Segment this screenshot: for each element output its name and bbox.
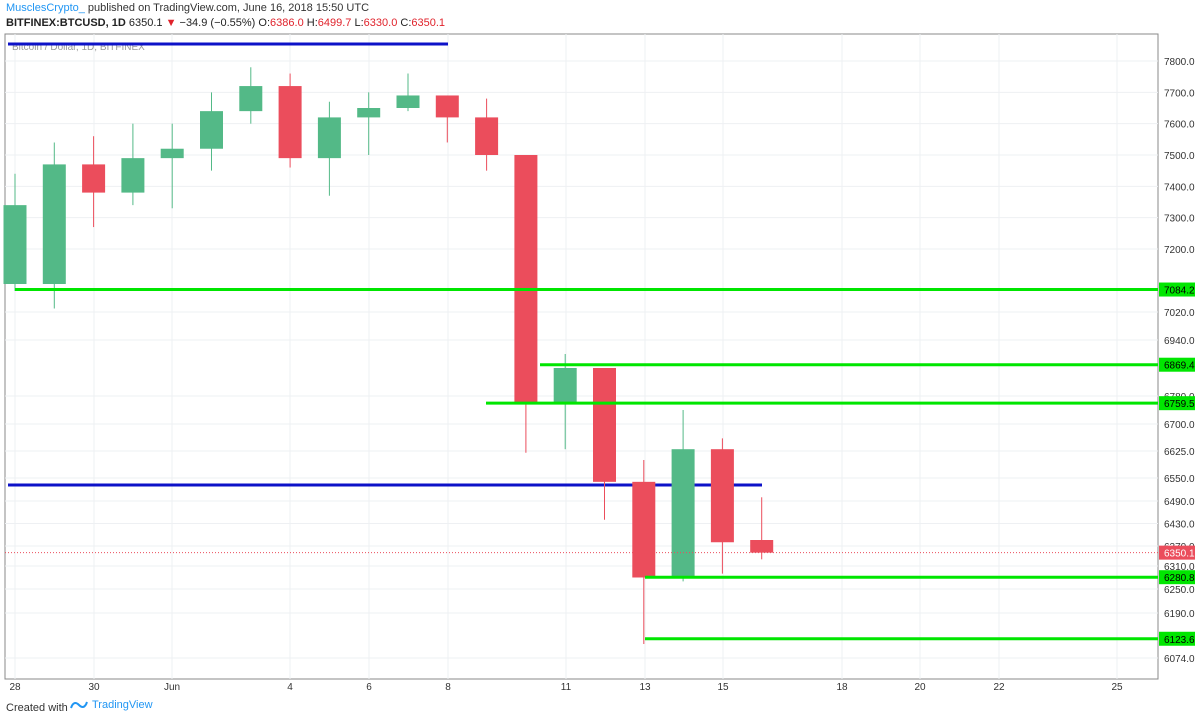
candle-body [750,540,774,553]
support-price-tag [1159,357,1195,372]
date-tick-label: 13 [639,682,651,693]
price-tick-label: 6625.0 [1164,447,1195,458]
candle-body [42,164,66,284]
candle-body [514,155,538,403]
price-tick-label: 6700.0 [1164,420,1195,431]
high-label: H: [306,17,318,29]
candle-body [435,95,459,118]
tradingview-logo-icon [70,701,88,709]
support-price-label: 6869.4 [1164,361,1195,372]
candle-body [160,148,184,159]
support-price-label: 6280.8 [1164,573,1195,584]
last-price-label: 6350.1 [1164,549,1195,560]
date-tick-label: 6 [366,682,372,693]
candle-body [3,205,27,284]
price-tick-label: 6310.0 [1164,562,1195,573]
low-value: 6330.0 [363,17,398,29]
price-tick-label: 6490.0 [1164,497,1195,508]
change-value: −34.9 (−0.55%) [179,17,256,29]
candle-body [200,111,223,149]
grid-lines [5,34,1158,679]
last-price: 6350.1 [128,17,163,29]
price-tick-label: 7700.0 [1164,88,1195,99]
support-levels [5,288,1158,641]
candle-body [671,449,695,578]
chart-canvas[interactable]: Bitcoin / Dollar, 1D, BITFINEX 7800.0 770… [0,0,1200,694]
date-tick-label: 20 [914,682,926,693]
date-tick-label: Jun [164,682,180,693]
close-label: C: [400,17,412,29]
price-tick-label: 7300.0 [1164,214,1195,225]
candle-body [632,481,656,578]
chart-header: MusclesCrypto_ published on TradingView.… [0,0,1200,34]
candle-body [317,117,341,159]
candle-body [239,86,263,112]
date-tick-label: 18 [836,682,848,693]
candle-body [357,108,381,118]
low-label: L: [354,17,364,29]
candle-body [82,164,106,193]
price-axis[interactable]: 7800.0 7700.0 7600.0 7500.0 7400.0 7300.0 7200… [1159,57,1195,665]
candle-body [278,86,302,159]
price-tick-label: 6550.0 [1164,474,1195,485]
candle-body [396,95,420,108]
support-price-tag [1159,570,1195,585]
price-tick-label: 7200.0 [1164,245,1195,256]
time-axis[interactable]: 28 30 Jun 4 6 8 11 13 15 18 20 22 25 [9,682,1123,693]
candle-body [121,158,145,193]
price-tick-label: 7400.0 [1164,182,1195,193]
tradingview-link[interactable]: TradingView [70,699,153,711]
support-price-label: 6123.6 [1164,635,1195,646]
open-label: O: [258,17,271,29]
created-with-text: Created with [6,702,68,714]
support-price-tag [1159,631,1195,646]
date-tick-label: 11 [561,682,572,693]
candle-body [593,368,616,482]
price-tick-label: 7800.0 [1164,57,1195,68]
candle-body [710,449,734,543]
price-tick-label: 7600.0 [1164,120,1195,131]
candle-body [475,117,499,155]
published-text: published on TradingView.com, June 16, 2… [87,2,370,14]
date-tick-label: 8 [445,682,451,693]
candle-body [553,368,577,403]
date-tick-label: 4 [287,682,293,693]
support-price-tag [1159,282,1195,297]
price-tick-label: 6940.0 [1164,336,1195,347]
symbol-label: BITFINEX:BTCUSD, 1D [6,17,126,29]
support-price-label: 6759.5 [1164,399,1195,410]
date-tick-label: 28 [9,682,21,693]
chart-title: Bitcoin / Dollar, 1D, BITFINEX [12,42,145,53]
close-value: 6350.1 [411,17,446,29]
footer: Created with TradingView [0,694,1200,722]
date-tick-label: 25 [1111,682,1123,693]
date-tick-label: 15 [717,682,729,693]
support-price-tag [1159,396,1195,411]
last-price-tag [1159,545,1195,560]
price-tick-label: 6074.0 [1164,654,1195,665]
date-tick-label: 30 [88,682,100,693]
date-tick-label: 22 [993,682,1005,693]
candlesticks [3,67,774,645]
tradingview-brand: TradingView [92,699,153,711]
price-tick-label: 6430.0 [1164,520,1195,531]
price-tick-label: 7020.0 [1164,308,1195,319]
open-value: 6386.0 [270,17,304,29]
publish-line: MusclesCrypto_ published on TradingView.… [6,2,369,14]
down-arrow-icon: ▼ [165,17,177,29]
price-tick-label: 6190.0 [1164,609,1195,620]
ohlc-line: BITFINEX:BTCUSD, 1D 6350.1 ▼ −34.9 (−0.5… [6,17,445,29]
price-tick-label: 6250.0 [1164,585,1195,596]
support-price-label: 7084.2 [1164,286,1195,297]
price-tick-label: 7500.0 [1164,151,1195,162]
author-link[interactable]: MusclesCrypto_ [6,2,85,14]
high-value: 6499.7 [317,17,352,29]
